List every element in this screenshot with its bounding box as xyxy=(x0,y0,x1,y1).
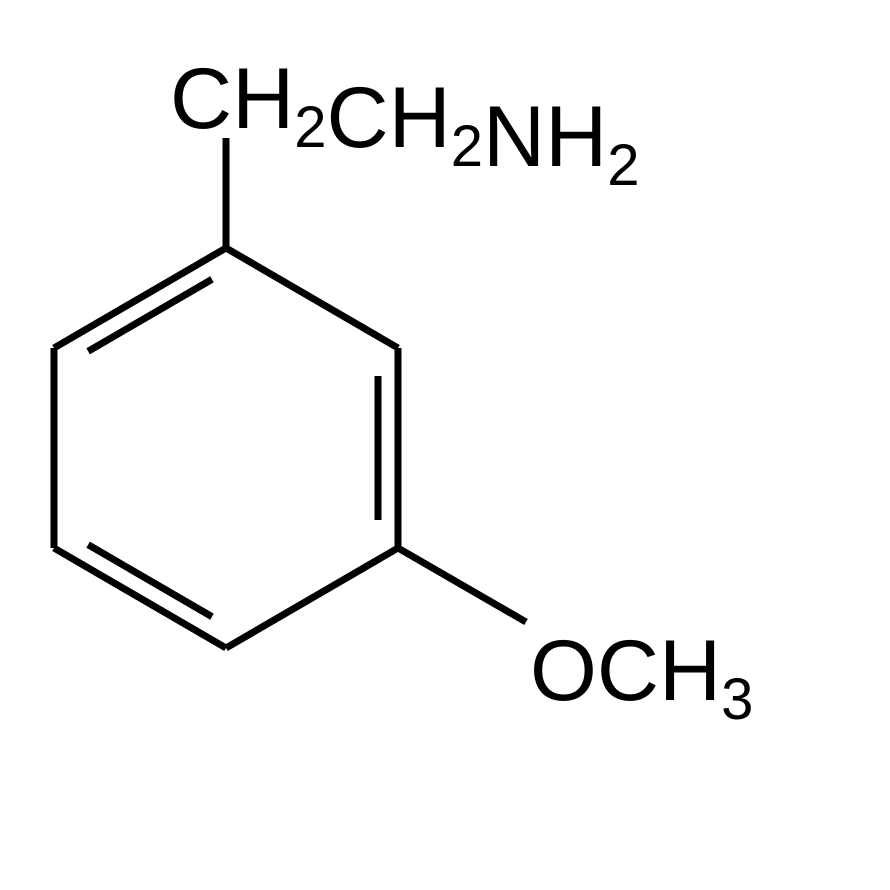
molecule-diagram: CH2CH2NH2 OCH3 xyxy=(0,0,890,890)
bonds-group xyxy=(54,138,526,648)
atom-label-ethylamine: CH2CH2NH2 xyxy=(170,51,639,198)
atom-label-methoxy: OCH3 xyxy=(530,623,753,732)
